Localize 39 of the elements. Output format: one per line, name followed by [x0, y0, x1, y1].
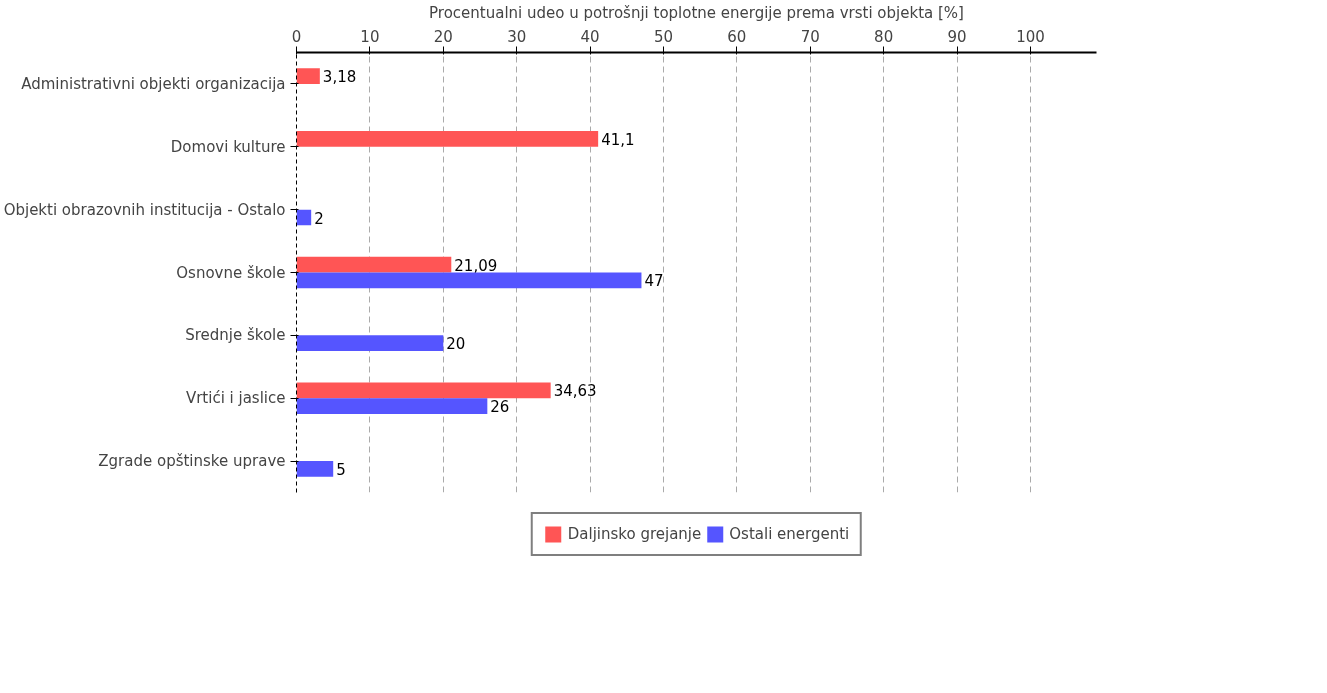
data-label: 26 [490, 398, 510, 417]
bar [296, 398, 488, 414]
data-label: 2 [314, 209, 324, 228]
bar [296, 382, 551, 399]
x-tick-label: 80 [874, 27, 894, 46]
bar [296, 68, 320, 84]
y-tick-label: Objekti obrazovnih institucija - Ostalo [3, 200, 286, 219]
y-tick-label: Zgrade opštinske uprave [98, 452, 286, 471]
x-tick-label: 100 [1016, 27, 1045, 46]
bar [296, 461, 334, 477]
bar [296, 335, 444, 352]
bar [296, 131, 599, 147]
x-tick-label: 60 [727, 27, 747, 46]
data-label: 5 [336, 460, 346, 479]
x-tick-label: 40 [580, 27, 600, 46]
y-tick-label: Vrtići i jaslice [185, 389, 286, 408]
x-tick-label: 90 [947, 27, 967, 46]
y-tick-label: Srednje škole [185, 326, 286, 345]
data-label: 21,09 [454, 256, 498, 275]
y-tick-label: Domovi kulture [170, 137, 286, 156]
bar [296, 209, 312, 226]
data-label: 20 [446, 335, 466, 354]
y-tick-label: Administrativni objekti organizacija [21, 74, 286, 93]
legend-label: Daljinsko grejanje [567, 525, 702, 543]
x-axis-title: Procentualni udeo u potrošnji toplotne energije prema vrsti objekta [%] [429, 3, 964, 22]
x-tick-label: 70 [800, 27, 820, 46]
x-tick-label: 30 [507, 27, 527, 46]
x-tick-label: 20 [433, 27, 453, 46]
data-label: 3,18 [322, 68, 357, 87]
y-tick-label: Osnovne škole [176, 263, 286, 282]
x-tick-label: 50 [653, 27, 674, 46]
bar [296, 256, 452, 273]
bar [296, 272, 642, 289]
data-label: 47 [644, 272, 664, 291]
x-tick-label: 10 [360, 27, 380, 46]
data-label: 34,63 [553, 382, 597, 401]
legend-label: Ostali energenti [729, 525, 850, 543]
x-tick-label: 0 [291, 27, 302, 46]
data-label: 41,1 [601, 130, 635, 149]
